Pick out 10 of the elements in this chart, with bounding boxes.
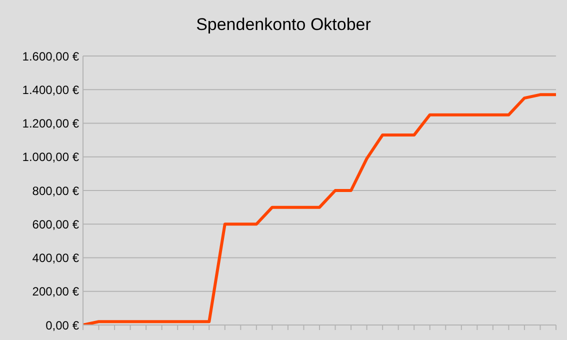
chart-title: Spendenkonto Oktober	[195, 15, 372, 35]
y-tick-label: 1.400,00 €	[22, 82, 80, 97]
y-tick-label: 200,00 €	[32, 284, 80, 299]
y-tick-label: 1.600,00 €	[22, 49, 80, 64]
y-tick-label: 400,00 €	[32, 251, 80, 266]
y-tick-label: 600,00 €	[32, 217, 80, 232]
y-tick-label: 1.000,00 €	[22, 150, 80, 164]
y-tick-label: 1.200,00 €	[22, 116, 80, 131]
y-tick-label: 800,00 €	[32, 184, 80, 198]
y-tick-label: 0,00 €	[46, 318, 80, 332]
